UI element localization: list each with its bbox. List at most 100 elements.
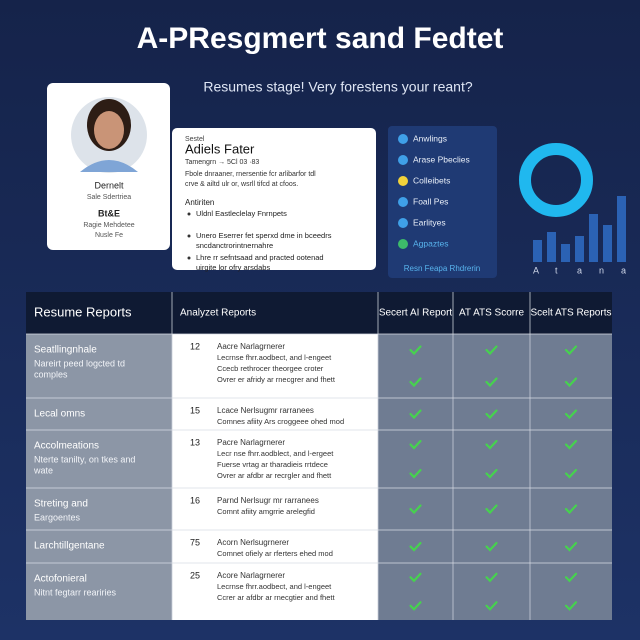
donut	[519, 143, 593, 217]
check-icon	[485, 409, 498, 420]
row-title: Larchtillgentane	[34, 541, 105, 552]
bullet-dot	[187, 256, 191, 260]
row-title: Actofonieral	[34, 574, 87, 585]
row-line: Comnt afiity amgrrie arelegfid	[217, 507, 315, 516]
check-icon	[485, 504, 498, 515]
profile-name: Dernelt	[94, 180, 124, 190]
check-icon	[409, 345, 422, 356]
row-line: Parnd Nerlsugr mr rarranees	[217, 496, 319, 505]
check-icon	[564, 439, 578, 450]
table-text-column	[172, 334, 378, 620]
row-note: comples	[34, 369, 68, 379]
mini-axis-label: A	[533, 265, 539, 275]
mini-axis-label: a	[577, 265, 582, 275]
column-header: Secert AI Report	[379, 308, 453, 319]
menu-icon	[398, 218, 408, 228]
check-icon	[564, 468, 578, 479]
row-line: Pacre Narlagrnerer	[217, 438, 285, 447]
menu-panel	[388, 126, 497, 278]
row-number: 15	[190, 405, 200, 415]
row-line: Lecr nse fhrr.aodblect, and l-ergeet	[217, 449, 334, 458]
row-line: Lecrnse fhrr.aodbect, and l-engeet	[217, 582, 332, 591]
summary-text: Fbole dnraaner, rnersentie fcr arlibarfo…	[185, 171, 316, 178]
column-header: AT ATS Scorre	[459, 308, 524, 319]
menu-icon	[398, 197, 408, 207]
summary-label: Sestel	[185, 136, 205, 143]
summary-text: crve & ailtd ulr or, wsrll tifcd at cfoo…	[185, 181, 298, 188]
mini-axis-label: t	[555, 265, 558, 275]
check-icon	[485, 439, 498, 450]
bullet-note: uirgite lor ofry arsdabs	[196, 263, 270, 272]
check-icon	[409, 439, 422, 450]
menu-icon	[398, 155, 408, 165]
profile-detail: Ragie Mehdetee	[83, 222, 134, 229]
row-title: Streting and	[34, 499, 88, 510]
row-note: Nitnt fegtarr reariries	[34, 587, 117, 597]
check-icon	[485, 541, 498, 552]
bullet-dot	[187, 234, 191, 238]
bullet-text: Lhre rr sefntsaad and practed ootenad	[196, 253, 324, 262]
row-number: 12	[190, 341, 200, 351]
table-header	[26, 292, 612, 334]
check-icon	[564, 409, 578, 420]
bullet-dot	[187, 212, 191, 216]
row-note: Eargoentes	[34, 512, 81, 522]
check-icon	[409, 601, 422, 611]
menu-icon	[398, 176, 408, 186]
menu: Anwlings Arase Pbeclies Colleibets Foall Pe…	[398, 133, 470, 249]
bullet-text: Uldnl Eastleclelay Fnrnpets	[196, 209, 287, 218]
mini-axis-label: n	[599, 265, 604, 275]
row-line: Comnet ofiely ar rferters ehed mod	[217, 549, 333, 558]
avatar-face	[94, 111, 124, 149]
menu-footer: Resn Feapa Rhdrerin	[404, 264, 480, 273]
column-header: Scelt ATS Reports	[531, 308, 612, 319]
row-title: Accolmeations	[34, 441, 99, 452]
menu-item: Anwlings	[413, 133, 447, 143]
row-line: Lcace Nerlsugmr rarranees	[217, 406, 314, 415]
mini-bars	[533, 196, 626, 262]
check-icon	[564, 345, 578, 356]
check-icon	[564, 541, 578, 552]
bullet-note: sncdanctrorintnernahre	[196, 241, 273, 250]
row-line: Lecrnse fhrr.aodbect, and l-engeet	[217, 353, 332, 362]
check-icon	[564, 572, 578, 583]
row-number: 13	[190, 437, 200, 447]
column-header: Analyzet Reports	[180, 308, 256, 319]
row-line: Fuerse vrtag ar tharadieis rrtdece	[217, 460, 328, 469]
row-line: Ccrer ar afdbr ar rnecgtier and fhett	[217, 593, 335, 602]
column-header: Resume Reports	[34, 304, 132, 319]
profile-role: Sale Sdertriea	[87, 194, 131, 201]
summary-meta: Tamengrn → 5Cl 03 ·83	[185, 159, 259, 166]
row-number: 75	[190, 537, 200, 547]
menu-item: Colleibets	[413, 175, 450, 185]
menu-item: Agpaztes	[413, 238, 448, 248]
check-icon	[409, 541, 422, 552]
check-icon	[564, 601, 578, 611]
summary-subheading: Antiriten	[185, 198, 214, 207]
avatar-body	[80, 160, 138, 172]
check-icon	[409, 409, 422, 420]
check-icon	[409, 572, 422, 583]
row-number: 16	[190, 495, 200, 505]
row-title: Seatllingnhale	[34, 345, 97, 356]
table-body: Resume Reports Analyzet Reports Secert AI …	[26, 292, 612, 620]
menu-item: Foall Pes	[413, 196, 448, 206]
profile-section: Bt&E	[98, 208, 120, 218]
menu-icon	[398, 134, 408, 144]
check-icon	[485, 601, 498, 611]
check-icon	[564, 504, 578, 515]
bullet-list: Uldnl Eastleclelay Fnrnpets Unero Eserrer…	[187, 209, 332, 272]
row-note: Nareirt peed logcted td	[34, 358, 125, 368]
check-icon	[485, 345, 498, 356]
summary-card	[172, 128, 376, 270]
subtitle: Resumes stage! Very forestens your reant…	[203, 79, 472, 95]
menu-item: Earlityes	[413, 217, 446, 227]
bullet-text: Unero Eserrer fet sperxd dme in bceedrs	[196, 231, 332, 240]
row-note: Nterte tanilty, on tkes and	[34, 454, 135, 464]
row-number: 25	[190, 570, 200, 580]
check-icon	[485, 377, 498, 388]
profile-detail: Nusle Fe	[95, 232, 123, 239]
